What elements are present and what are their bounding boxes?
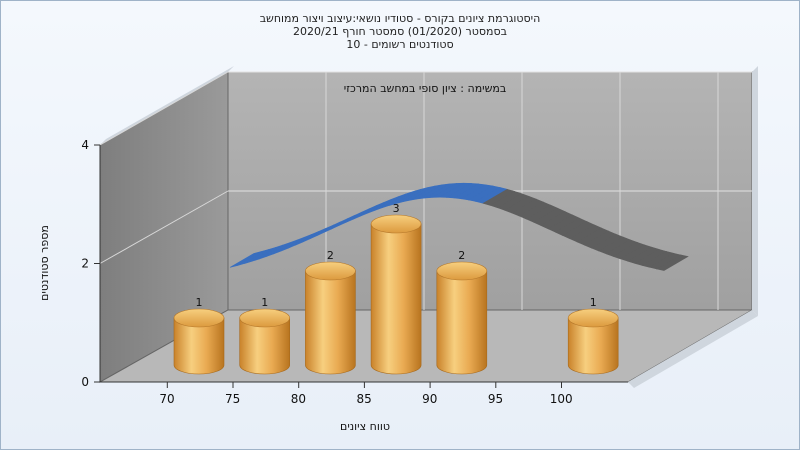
wall-frame-top bbox=[100, 66, 234, 145]
bar-body bbox=[567, 317, 619, 375]
data-label: 1 bbox=[196, 296, 203, 309]
x-tick-label: 90 bbox=[422, 392, 437, 406]
bar-100: 1 bbox=[567, 296, 619, 375]
bar-90: 2 bbox=[436, 249, 488, 375]
x-tick-label: 95 bbox=[488, 392, 503, 406]
chart-title-line-1: היסטוגרמת ציונים בקורס - סטודיו נושאי:עי… bbox=[259, 12, 541, 25]
data-label: 1 bbox=[590, 296, 597, 309]
bar-75: 1 bbox=[239, 296, 291, 375]
bar-85: 3 bbox=[370, 202, 422, 375]
bar-70: 1 bbox=[173, 296, 225, 375]
x-tick-label: 85 bbox=[356, 392, 371, 406]
chart-title-line-2: בסמסטר (01/2020) סמסטר חורף 2020/21 bbox=[293, 25, 507, 38]
bar-80: 2 bbox=[305, 249, 356, 375]
bar-top bbox=[436, 261, 488, 281]
x-axis-label: טווח ציונים bbox=[340, 420, 390, 433]
bar-body bbox=[173, 317, 225, 375]
chart-annotation: במשימה : ציון סופי במחשב המרכזי bbox=[344, 82, 507, 95]
gridline-side bbox=[99, 190, 229, 264]
y-tick-label: 0 bbox=[81, 375, 89, 389]
axes: 0 2 4 70 75 80 85 90 95 100 bbox=[81, 138, 628, 406]
y-tick-label: 4 bbox=[81, 138, 89, 152]
trend-ribbon bbox=[229, 182, 689, 271]
bar-top bbox=[239, 308, 291, 328]
data-label: 3 bbox=[393, 202, 400, 215]
data-label: 2 bbox=[458, 249, 465, 262]
bar-body bbox=[370, 223, 422, 375]
data-label: 1 bbox=[261, 296, 268, 309]
x-tick-label: 100 bbox=[550, 392, 573, 406]
bar-top bbox=[370, 214, 422, 234]
gridline-side bbox=[99, 71, 229, 146]
bar-top bbox=[305, 261, 356, 281]
trend-ribbon-segment bbox=[655, 254, 689, 271]
x-tick-label: 80 bbox=[291, 392, 306, 406]
x-tick-label: 75 bbox=[225, 392, 240, 406]
x-tick-label: 70 bbox=[159, 392, 174, 406]
floor-frame bbox=[628, 310, 758, 388]
y-axis-label: מספר סטודנטים bbox=[38, 225, 51, 301]
bar-top bbox=[567, 308, 619, 328]
bar-top bbox=[173, 308, 225, 328]
bar-body bbox=[305, 270, 356, 375]
bars: 1 1 2 3 2 1 bbox=[173, 202, 619, 375]
data-label: 2 bbox=[327, 249, 334, 262]
y-tick-label: 2 bbox=[81, 257, 89, 271]
bar-body bbox=[436, 270, 488, 375]
chart-title-line-3: סטודנטים רשומים - 10 bbox=[346, 38, 454, 51]
wall-frame-right bbox=[752, 66, 758, 316]
bar-body bbox=[239, 317, 290, 375]
gridlines bbox=[99, 71, 752, 310]
